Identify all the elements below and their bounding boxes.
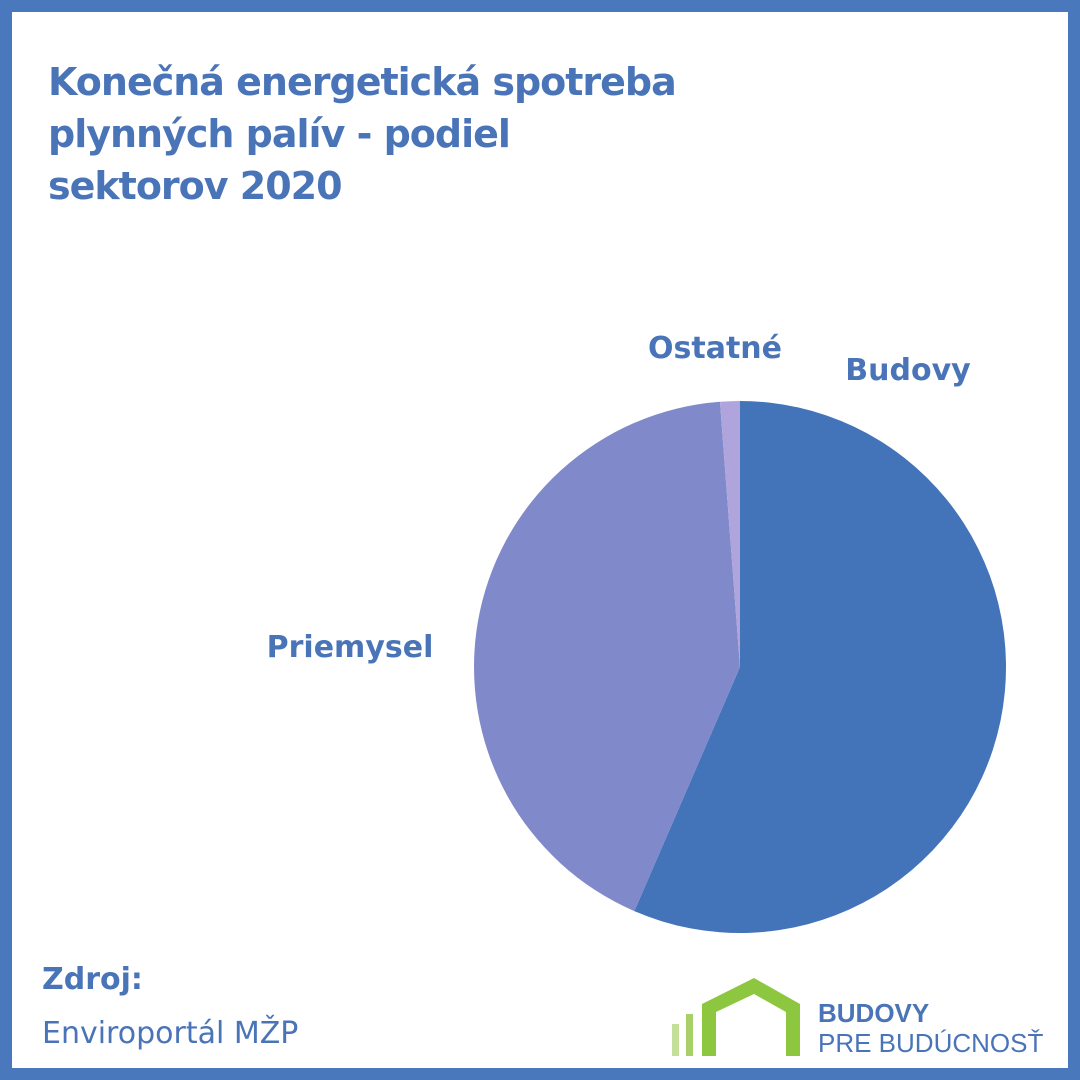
- logo: BUDOVY PRE BUDÚCNOSŤ: [668, 974, 1068, 1064]
- source-label: Zdroj:: [42, 962, 143, 997]
- source-value: Enviroportál MŽP: [42, 1016, 299, 1051]
- chart-title-line-3: sektorov 2020: [48, 164, 343, 208]
- pie-slice-ostatne: [719, 401, 740, 667]
- slice-label-budovy: Budovy: [845, 353, 971, 388]
- slice-label-ostatne: Ostatné: [648, 331, 782, 366]
- house-icon: [672, 978, 800, 1056]
- chart-title: Konečná energetická spotreba plynných pa…: [48, 56, 748, 212]
- logo-line-2: PRE BUDÚCNOSŤ: [818, 1028, 1044, 1058]
- chart-title-line-2: plynných palív - podiel: [48, 112, 511, 156]
- pie-slice-budovy: [634, 401, 1007, 934]
- pie-slice-priemysel: [474, 401, 740, 912]
- logo-text: BUDOVY PRE BUDÚCNOSŤ: [818, 998, 1043, 1058]
- chart-title-line-1: Konečná energetická spotreba: [48, 60, 677, 104]
- logo-line-1: BUDOVY: [818, 998, 930, 1028]
- slice-label-priemysel: Priemysel: [267, 630, 434, 665]
